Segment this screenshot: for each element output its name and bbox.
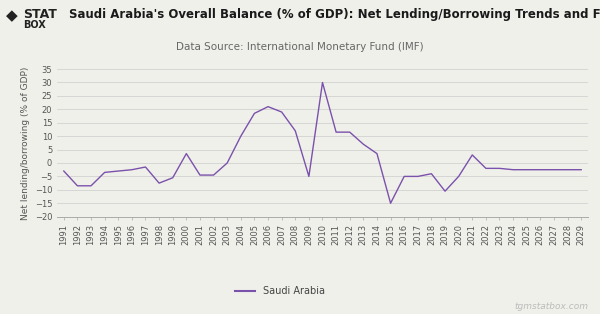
Text: STAT: STAT (23, 8, 56, 21)
Text: Data Source: International Monetary Fund (IMF): Data Source: International Monetary Fund… (176, 42, 424, 52)
Text: ◆: ◆ (6, 8, 18, 23)
Y-axis label: Net lending/borrowing (% of GDP): Net lending/borrowing (% of GDP) (22, 66, 31, 219)
Legend: Saudi Arabia: Saudi Arabia (232, 283, 329, 300)
Text: Saudi Arabia's Overall Balance (% of GDP): Net Lending/Borrowing Trends and Fore: Saudi Arabia's Overall Balance (% of GDP… (69, 8, 600, 21)
Text: tgmstatbox.com: tgmstatbox.com (514, 302, 588, 311)
Text: BOX: BOX (23, 20, 46, 30)
